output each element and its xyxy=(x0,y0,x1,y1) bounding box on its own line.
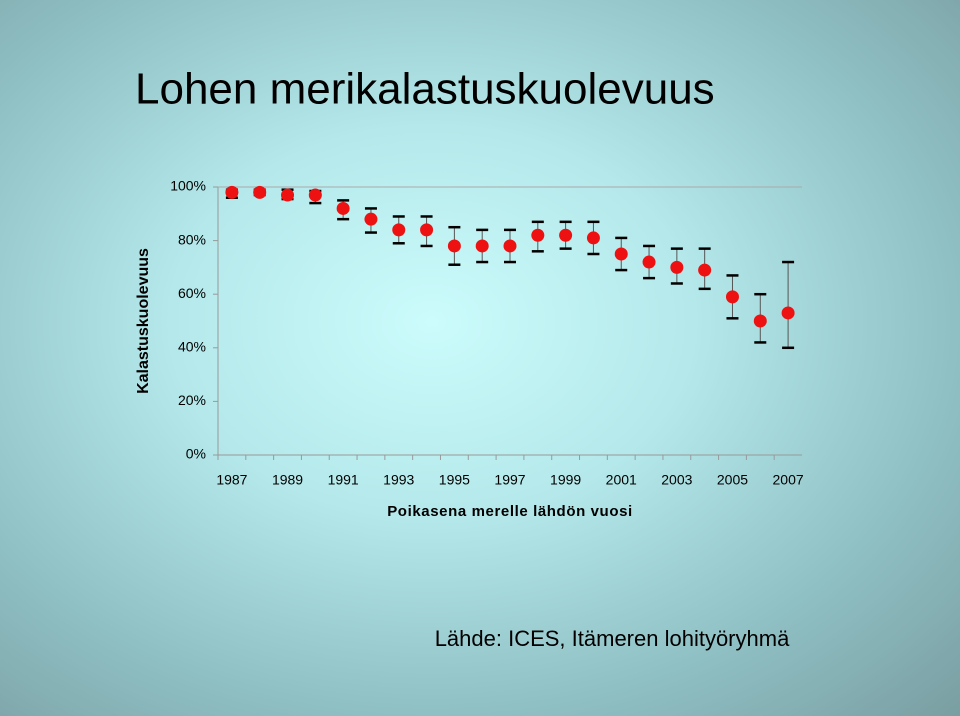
x-tick-label: 2001 xyxy=(606,472,637,488)
point xyxy=(753,314,767,328)
y-tick-label: 0% xyxy=(186,446,206,462)
x-tick-label: 1993 xyxy=(383,472,414,488)
x-tick-label: 1997 xyxy=(494,472,525,488)
x-tick-label: 1987 xyxy=(216,472,247,488)
point xyxy=(420,223,434,237)
point xyxy=(614,247,628,261)
point xyxy=(225,185,239,199)
point xyxy=(336,201,350,215)
y-axis-label: Kalastuskuolevuus xyxy=(135,248,152,394)
chart-title: Lohen merikalastuskuolevuus xyxy=(135,65,715,114)
y-tick-label: 80% xyxy=(178,231,206,247)
x-tick-label: 2005 xyxy=(717,472,748,488)
x-tick-label: 1999 xyxy=(550,472,581,488)
point xyxy=(392,223,406,237)
point xyxy=(253,185,267,199)
point xyxy=(364,212,378,226)
y-tick-label: 100% xyxy=(170,178,206,194)
point xyxy=(559,228,573,242)
point xyxy=(503,239,517,253)
point xyxy=(781,306,795,320)
source-note: Lähde: ICES, Itämeren lohityöryhmä xyxy=(435,626,790,651)
point xyxy=(281,188,295,202)
x-tick-label: 1991 xyxy=(328,472,359,488)
point xyxy=(698,263,712,277)
y-tick-label: 40% xyxy=(178,339,206,355)
point xyxy=(447,239,461,253)
point xyxy=(670,260,684,274)
x-tick-label: 2003 xyxy=(661,472,692,488)
point xyxy=(475,239,489,253)
x-tick-label: 1989 xyxy=(272,472,303,488)
x-axis-label: Poikasena merelle lähdön vuosi xyxy=(387,503,633,520)
x-tick-label: 1995 xyxy=(439,472,470,488)
point xyxy=(725,290,739,304)
y-tick-label: 60% xyxy=(178,285,206,301)
point xyxy=(586,231,600,245)
x-tick-label: 2007 xyxy=(773,472,804,488)
point xyxy=(308,188,322,202)
point xyxy=(642,255,656,269)
point xyxy=(531,228,545,242)
y-tick-label: 20% xyxy=(178,392,206,408)
